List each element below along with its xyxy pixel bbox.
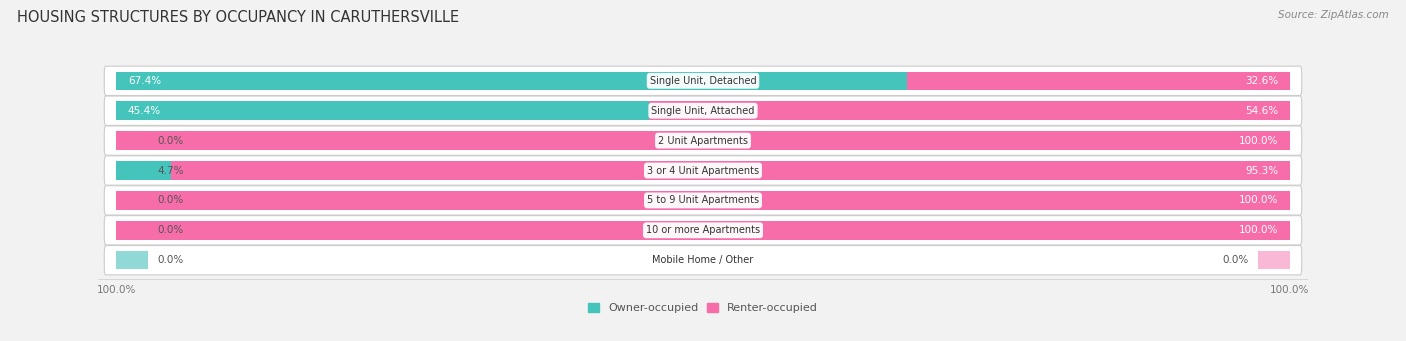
Text: HOUSING STRUCTURES BY OCCUPANCY IN CARUTHERSVILLE: HOUSING STRUCTURES BY OCCUPANCY IN CARUT… — [17, 10, 458, 25]
Bar — [117, 191, 1289, 210]
Bar — [117, 251, 148, 269]
FancyBboxPatch shape — [104, 96, 1302, 125]
Text: 0.0%: 0.0% — [157, 255, 183, 265]
Bar — [117, 191, 148, 210]
FancyBboxPatch shape — [104, 216, 1302, 245]
Legend: Owner-occupied, Renter-occupied: Owner-occupied, Renter-occupied — [588, 303, 818, 313]
Text: 4.7%: 4.7% — [157, 165, 184, 176]
FancyBboxPatch shape — [104, 246, 1302, 275]
Text: 0.0%: 0.0% — [157, 225, 183, 235]
Bar — [117, 101, 650, 120]
FancyBboxPatch shape — [104, 126, 1302, 155]
Text: 0.0%: 0.0% — [157, 195, 183, 205]
Text: 45.4%: 45.4% — [128, 106, 160, 116]
Bar — [117, 161, 172, 180]
Bar — [172, 161, 1289, 180]
FancyBboxPatch shape — [104, 66, 1302, 95]
Text: Single Unit, Attached: Single Unit, Attached — [651, 106, 755, 116]
Bar — [117, 221, 148, 240]
Bar — [117, 131, 148, 150]
Text: 100.0%: 100.0% — [1239, 136, 1278, 146]
Text: 54.6%: 54.6% — [1246, 106, 1278, 116]
Text: 0.0%: 0.0% — [157, 136, 183, 146]
Text: 100.0%: 100.0% — [1239, 195, 1278, 205]
Text: 10 or more Apartments: 10 or more Apartments — [645, 225, 761, 235]
Bar — [907, 72, 1289, 90]
Bar — [1258, 251, 1289, 269]
Bar — [117, 221, 1289, 240]
Text: 0.0%: 0.0% — [1223, 255, 1249, 265]
FancyBboxPatch shape — [104, 186, 1302, 215]
Text: Mobile Home / Other: Mobile Home / Other — [652, 255, 754, 265]
Text: 67.4%: 67.4% — [128, 76, 160, 86]
Text: 2 Unit Apartments: 2 Unit Apartments — [658, 136, 748, 146]
Bar — [650, 101, 1289, 120]
Text: 100.0%: 100.0% — [1239, 225, 1278, 235]
FancyBboxPatch shape — [104, 156, 1302, 185]
Text: Single Unit, Detached: Single Unit, Detached — [650, 76, 756, 86]
Bar — [117, 131, 1289, 150]
Text: 95.3%: 95.3% — [1246, 165, 1278, 176]
Text: 5 to 9 Unit Apartments: 5 to 9 Unit Apartments — [647, 195, 759, 205]
Bar — [117, 72, 907, 90]
Text: 3 or 4 Unit Apartments: 3 or 4 Unit Apartments — [647, 165, 759, 176]
Text: Source: ZipAtlas.com: Source: ZipAtlas.com — [1278, 10, 1389, 20]
Text: 32.6%: 32.6% — [1246, 76, 1278, 86]
